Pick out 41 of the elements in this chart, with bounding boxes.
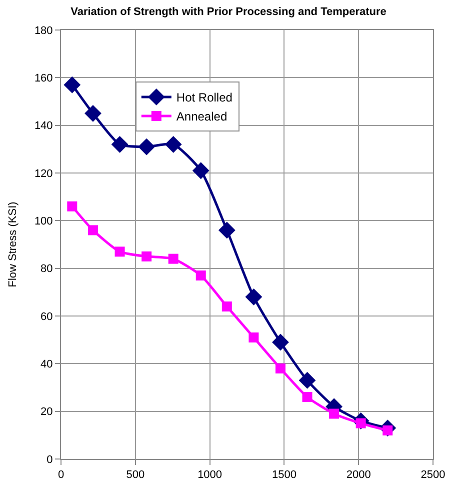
x-tick-label: 2500 — [420, 469, 446, 482]
point — [88, 225, 98, 236]
point — [248, 332, 259, 342]
y-axis-title: Flow Stress (KSI) — [7, 202, 20, 288]
y-tick-label: 160 — [34, 72, 53, 85]
point — [111, 136, 128, 153]
point — [138, 138, 156, 156]
y-tick-label: 100 — [34, 216, 53, 228]
point — [222, 301, 232, 312]
point — [114, 246, 125, 257]
point — [196, 270, 206, 280]
point — [272, 334, 289, 351]
legend-label: Annealed — [176, 110, 228, 124]
y-tick-label: 120 — [34, 168, 53, 180]
point — [84, 104, 102, 122]
point — [164, 136, 182, 153]
x-tick-label: 0 — [58, 469, 64, 482]
chart-title: Variation of Strength with Prior Processing and Temperature — [70, 6, 386, 18]
x-tick-label: 500 — [126, 469, 145, 482]
point — [168, 254, 178, 264]
point — [329, 408, 340, 419]
point — [245, 288, 262, 306]
x-tick-label: 2000 — [346, 469, 371, 482]
y-tick-label: 140 — [34, 120, 53, 132]
point — [218, 222, 236, 239]
y-tick-label: 20 — [40, 406, 53, 418]
point — [275, 363, 286, 374]
point — [142, 251, 152, 262]
legend-label: Hot Rolled — [176, 90, 232, 105]
y-tick-label: 60 — [40, 310, 53, 323]
point — [64, 76, 81, 94]
y-tick-label: 180 — [34, 24, 53, 37]
point — [192, 162, 210, 180]
y-tick-label: 40 — [40, 358, 53, 371]
y-tick-label: 80 — [40, 263, 53, 276]
point — [67, 201, 78, 212]
point — [298, 372, 316, 389]
y-tick-label: 0 — [46, 454, 53, 466]
x-tick-label: 1500 — [272, 469, 296, 482]
point — [302, 392, 312, 402]
x-tick-label: 1000 — [198, 469, 222, 482]
